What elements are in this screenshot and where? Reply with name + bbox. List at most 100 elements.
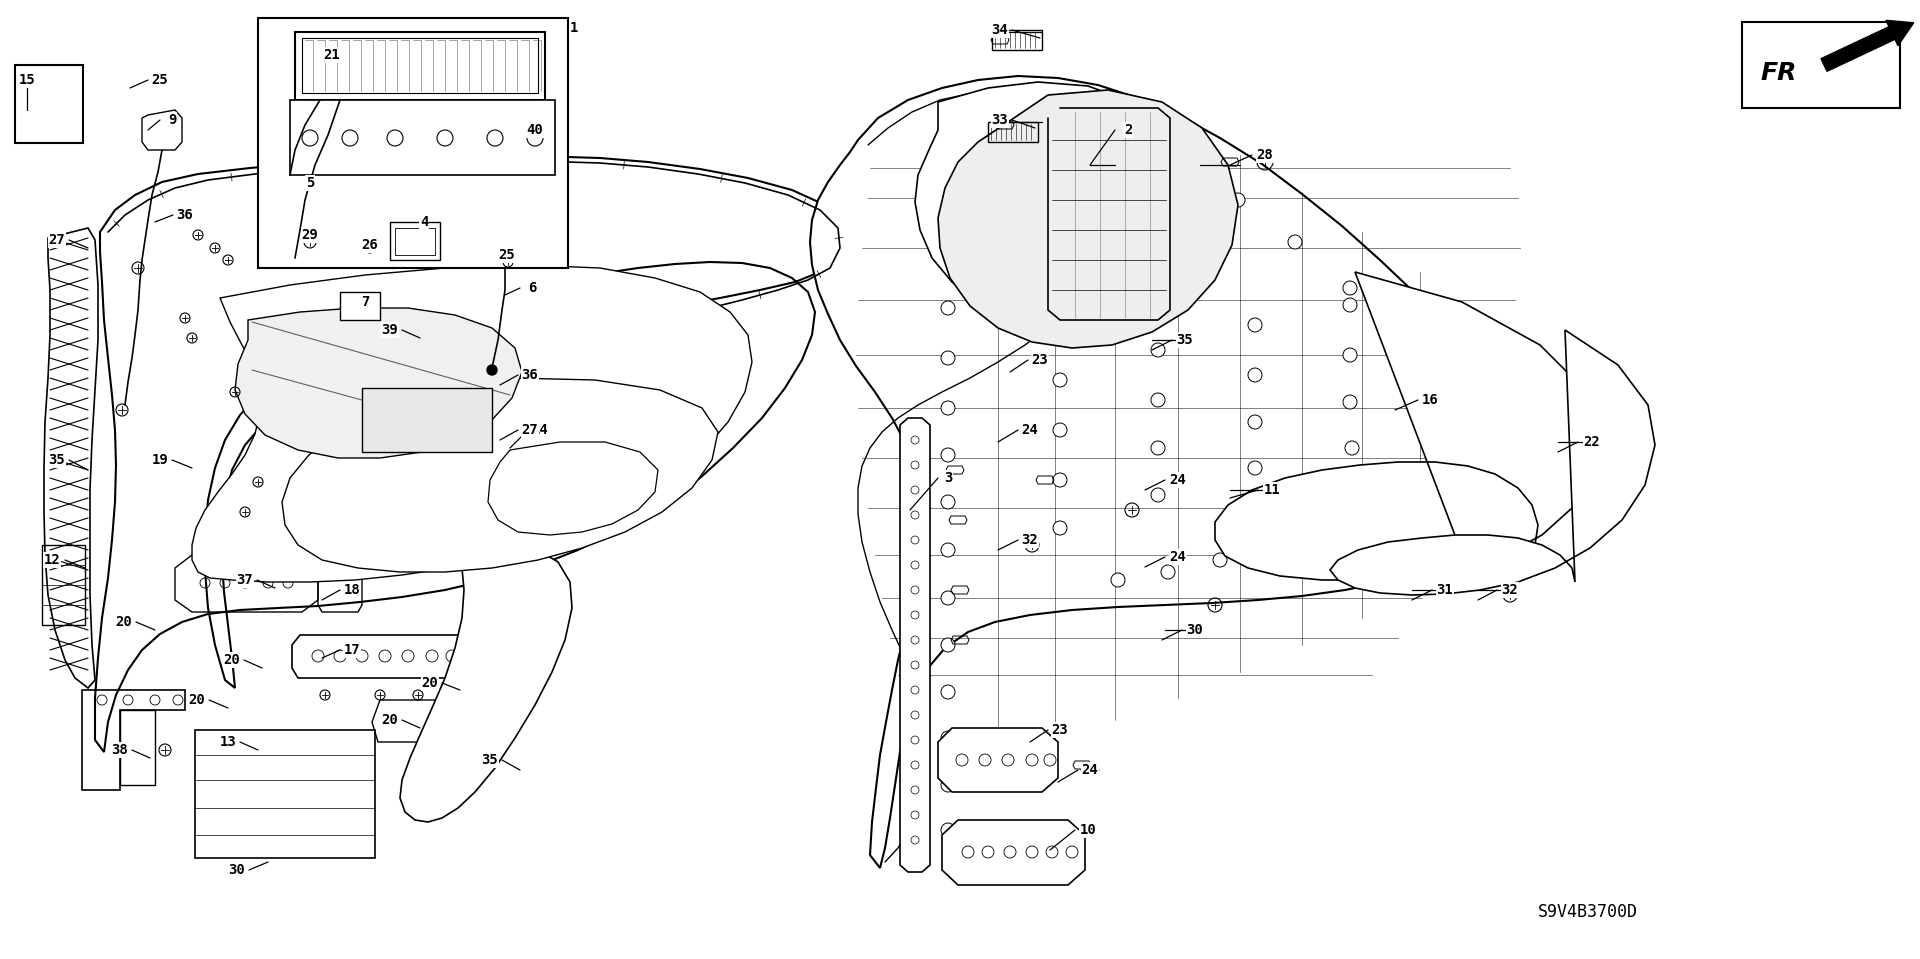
Circle shape: [1288, 235, 1302, 249]
Circle shape: [1162, 565, 1175, 579]
Text: 35: 35: [48, 453, 65, 467]
Bar: [257, 18, 568, 268]
Text: 18: 18: [344, 583, 361, 597]
Text: 20: 20: [188, 693, 205, 707]
Circle shape: [941, 495, 954, 509]
Polygon shape: [396, 228, 436, 255]
Text: 35: 35: [1177, 333, 1194, 347]
Text: 34: 34: [991, 23, 1008, 37]
Polygon shape: [296, 32, 545, 100]
Circle shape: [1150, 488, 1165, 502]
Text: 32: 32: [1501, 583, 1519, 597]
Circle shape: [1052, 423, 1068, 437]
Circle shape: [342, 130, 357, 146]
Circle shape: [1263, 538, 1277, 552]
Bar: [1741, 22, 1901, 108]
Text: 17: 17: [344, 643, 361, 657]
Bar: [15, 65, 83, 143]
Polygon shape: [390, 222, 440, 260]
Circle shape: [1150, 393, 1165, 407]
Text: 32: 32: [1021, 533, 1039, 547]
Text: 21: 21: [324, 48, 340, 62]
Text: 6: 6: [528, 281, 536, 295]
Text: 30: 30: [1187, 623, 1204, 637]
Circle shape: [1538, 508, 1551, 522]
Text: 29: 29: [301, 228, 319, 242]
Text: S9V4B3700D: S9V4B3700D: [1538, 903, 1638, 921]
Text: 4: 4: [420, 215, 428, 229]
Circle shape: [1444, 375, 1457, 389]
Circle shape: [438, 130, 453, 146]
Polygon shape: [939, 90, 1238, 348]
Circle shape: [1346, 441, 1359, 455]
Circle shape: [941, 638, 954, 652]
Circle shape: [941, 731, 954, 745]
Polygon shape: [900, 418, 929, 872]
Circle shape: [1342, 281, 1357, 295]
Polygon shape: [1331, 330, 1655, 595]
Polygon shape: [939, 728, 1058, 792]
Text: 33: 33: [991, 113, 1008, 127]
Polygon shape: [340, 292, 380, 320]
Circle shape: [488, 130, 503, 146]
Text: 40: 40: [526, 123, 543, 137]
Text: 20: 20: [223, 653, 240, 667]
Circle shape: [1173, 158, 1187, 172]
Text: 35: 35: [482, 753, 499, 767]
Circle shape: [1342, 298, 1357, 312]
Circle shape: [1248, 415, 1261, 429]
Circle shape: [488, 365, 497, 375]
Circle shape: [1052, 473, 1068, 487]
Circle shape: [1248, 461, 1261, 475]
Polygon shape: [943, 820, 1085, 885]
Circle shape: [1114, 135, 1127, 149]
Circle shape: [1519, 465, 1532, 479]
Polygon shape: [810, 76, 1521, 868]
Circle shape: [941, 351, 954, 365]
Circle shape: [941, 401, 954, 415]
Text: 24: 24: [1169, 473, 1187, 487]
Text: 3: 3: [945, 471, 952, 485]
Circle shape: [1150, 441, 1165, 455]
Text: 23: 23: [1052, 723, 1068, 737]
Text: 12: 12: [44, 553, 60, 567]
Circle shape: [1248, 368, 1261, 382]
Text: 36: 36: [177, 208, 194, 222]
Text: 24: 24: [1169, 550, 1187, 564]
Text: 10: 10: [1079, 823, 1096, 837]
Polygon shape: [301, 38, 538, 93]
Text: 13: 13: [219, 735, 236, 749]
Bar: [522, 408, 570, 463]
Text: 20: 20: [382, 713, 397, 727]
Text: 1: 1: [570, 21, 578, 35]
Text: 2: 2: [1123, 123, 1133, 137]
Text: 7: 7: [361, 295, 369, 309]
Text: 23: 23: [1031, 353, 1048, 367]
Polygon shape: [1215, 272, 1597, 580]
Polygon shape: [282, 378, 718, 572]
Polygon shape: [488, 442, 659, 535]
Text: 36: 36: [522, 368, 538, 382]
Polygon shape: [44, 228, 98, 688]
Text: 27: 27: [48, 233, 65, 247]
Circle shape: [301, 130, 319, 146]
Circle shape: [941, 823, 954, 837]
Text: 22: 22: [1584, 435, 1601, 449]
FancyArrow shape: [1820, 20, 1914, 71]
Circle shape: [941, 778, 954, 792]
Circle shape: [1342, 395, 1357, 409]
Polygon shape: [399, 548, 572, 822]
Circle shape: [1342, 348, 1357, 362]
Circle shape: [1484, 421, 1500, 435]
Text: 26: 26: [361, 238, 378, 252]
Circle shape: [1052, 521, 1068, 535]
Text: 38: 38: [111, 743, 129, 757]
Text: 14: 14: [532, 423, 549, 437]
Text: 24: 24: [1021, 423, 1039, 437]
Text: 19: 19: [152, 453, 169, 467]
Polygon shape: [234, 308, 522, 458]
Text: 28: 28: [1256, 148, 1273, 162]
Text: 5: 5: [305, 176, 315, 190]
Text: 25: 25: [499, 248, 515, 262]
Text: 16: 16: [1421, 393, 1438, 407]
